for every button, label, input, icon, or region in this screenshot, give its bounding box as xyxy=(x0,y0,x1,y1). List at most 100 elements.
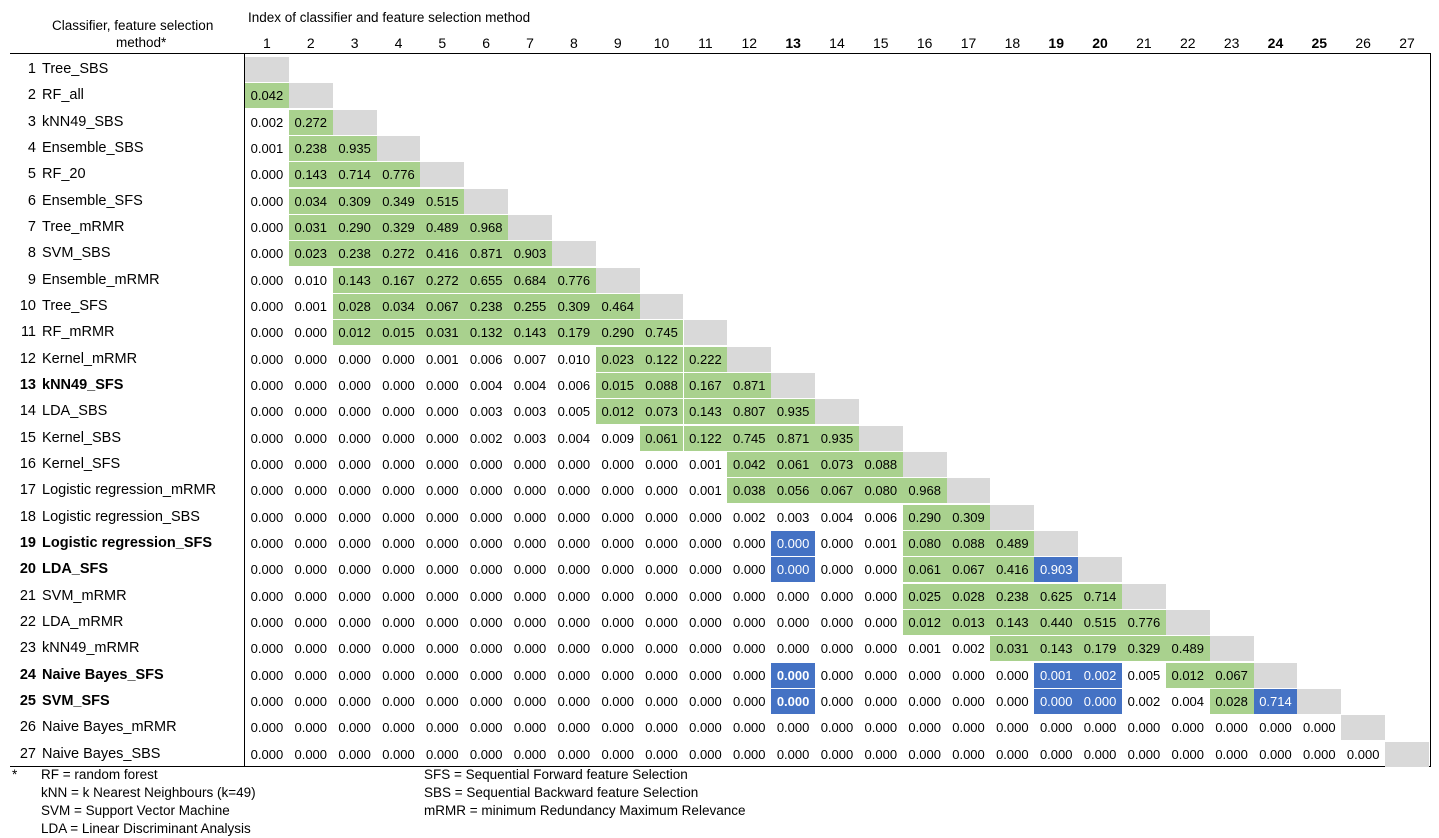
matrix-cell: 0.012 xyxy=(332,320,377,346)
matrix-cell: 0.000 xyxy=(820,746,854,762)
matrix-cell: 0.714 xyxy=(1078,583,1122,609)
matrix-cell: 0.042 xyxy=(727,451,772,477)
matrix-cell: 0.061 xyxy=(771,451,816,477)
matrix-cell: 0.000 xyxy=(294,562,328,578)
matrix-cell: 0.000 xyxy=(294,746,328,762)
matrix-cell: 0.000 xyxy=(820,535,854,551)
matrix-cell: 0.464 xyxy=(595,293,640,319)
column-index: 11 xyxy=(698,35,713,51)
matrix-cell: 0.000 xyxy=(601,456,634,472)
matrix-cell: 0.025 xyxy=(902,583,947,609)
row-label: 3 kNN49_SBS xyxy=(0,109,244,135)
diagonal-cell xyxy=(245,57,289,82)
matrix-cell: 0.056 xyxy=(771,478,816,504)
matrix-cell: 0.031 xyxy=(420,320,465,346)
footnote-sbs: SBS = Sequential Backward feature Select… xyxy=(424,785,699,800)
matrix-cell: 0.000 xyxy=(1127,720,1161,736)
row-label: 22 LDA_mRMR xyxy=(0,609,244,635)
row-method-name: Naive Bayes_SBS xyxy=(42,745,161,762)
matrix-cell: 0.000 xyxy=(908,746,941,762)
matrix-cell: 0.003 xyxy=(513,404,547,420)
matrix-cell: 0.000 xyxy=(601,693,634,709)
matrix-cell: 0.000 xyxy=(864,746,898,762)
matrix-cell: 0.349 xyxy=(376,188,421,214)
matrix-cell: 0.000 xyxy=(250,325,284,341)
matrix-cell: 0.000 xyxy=(250,588,284,604)
column-index: 12 xyxy=(741,35,758,51)
diagonal-cell xyxy=(464,188,509,214)
matrix-cell: 0.776 xyxy=(376,162,421,188)
matrix-cell: 0.000 xyxy=(338,562,371,578)
row-label: 16 Kernel_SFS xyxy=(0,451,244,477)
matrix-cell: 0.000 xyxy=(689,562,722,578)
matrix-cell: 0.000 xyxy=(601,641,634,657)
row-method-name: SVM_mRMR xyxy=(42,587,127,604)
row-index: 22 xyxy=(19,613,36,630)
matrix-cell: 0.000 xyxy=(513,509,547,525)
matrix-cell: 0.143 xyxy=(683,399,728,425)
column-index: 10 xyxy=(653,35,670,51)
matrix-cell: 0.002 xyxy=(1078,662,1122,688)
matrix-cell: 0.000 xyxy=(250,614,284,630)
matrix-cell: 0.034 xyxy=(288,188,333,214)
matrix-cell: 0.031 xyxy=(990,636,1035,662)
matrix-cell: 0.000 xyxy=(294,641,328,657)
row-method-name: Ensemble_SBS xyxy=(42,139,144,156)
diagonal-cell xyxy=(1297,688,1342,714)
matrix-cell: 0.000 xyxy=(250,746,284,762)
matrix-cell: 0.000 xyxy=(250,246,284,262)
footnote-marker: * xyxy=(12,767,18,782)
matrix-cell: 0.000 xyxy=(426,535,459,551)
row-label: 23 kNN49_mRMR xyxy=(0,635,244,661)
matrix-cell: 0.000 xyxy=(469,720,503,736)
matrix-cell: 0.655 xyxy=(464,267,509,293)
matrix-cell: 0.000 xyxy=(820,641,854,657)
matrix-cell: 0.000 xyxy=(513,693,547,709)
matrix-cell: 0.000 xyxy=(689,693,722,709)
diagonal-cell xyxy=(551,241,596,267)
matrix-cell: 0.000 xyxy=(732,614,766,630)
matrix-cell: 0.416 xyxy=(420,241,465,267)
matrix-cell: 0.238 xyxy=(332,241,377,267)
matrix-cell: 0.255 xyxy=(508,293,552,319)
row-label: 1 Tree_SBS xyxy=(0,56,244,82)
matrix-cell: 0.004 xyxy=(1171,693,1205,709)
diagonal-cell xyxy=(771,372,816,398)
matrix-cell: 0.000 xyxy=(1303,720,1336,736)
matrix-cell: 0.000 xyxy=(996,720,1029,736)
matrix-cell: 0.000 xyxy=(732,746,766,762)
matrix-cell: 0.005 xyxy=(1127,667,1161,683)
matrix-cell: 0.000 xyxy=(382,351,415,367)
matrix-cell: 0.000 xyxy=(469,456,503,472)
matrix-cell: 0.807 xyxy=(727,399,772,425)
matrix-cell: 0.000 xyxy=(601,509,634,525)
row-label: 7 Tree_mRMR xyxy=(0,214,244,240)
row-method-name: SVM_SFS xyxy=(42,692,110,709)
matrix-cell: 0.000 xyxy=(382,483,415,499)
matrix-cell: 0.003 xyxy=(776,509,810,525)
column-index: 22 xyxy=(1179,35,1196,51)
matrix-cell: 0.000 xyxy=(382,614,415,630)
matrix-cell: 0.001 xyxy=(908,641,941,657)
row-index: 12 xyxy=(19,350,36,367)
row-index: 8 xyxy=(27,245,36,262)
matrix-cell: 0.000 xyxy=(469,641,503,657)
matrix-cell: 0.489 xyxy=(990,530,1035,556)
matrix-cell: 0.000 xyxy=(426,562,459,578)
matrix-cell: 0.000 xyxy=(820,588,854,604)
matrix-cell: 0.000 xyxy=(469,693,503,709)
matrix-cell: 0.004 xyxy=(820,509,854,525)
matrix-cell: 0.000 xyxy=(250,562,284,578)
matrix-cell: 0.006 xyxy=(864,509,898,525)
matrix-cell: 0.000 xyxy=(1171,720,1205,736)
matrix-cell: 0.000 xyxy=(294,667,328,683)
matrix-cell: 0.000 xyxy=(1215,746,1248,762)
row-index: 5 xyxy=(27,166,36,183)
matrix-cell: 0.000 xyxy=(952,693,985,709)
matrix-cell: 0.000 xyxy=(732,641,766,657)
matrix-cell: 0.776 xyxy=(551,267,596,293)
matrix-cell: 0.000 xyxy=(645,562,678,578)
matrix-cell: 0.061 xyxy=(639,425,684,451)
diagonal-cell xyxy=(420,162,465,188)
matrix-cell: 0.000 xyxy=(382,377,415,393)
